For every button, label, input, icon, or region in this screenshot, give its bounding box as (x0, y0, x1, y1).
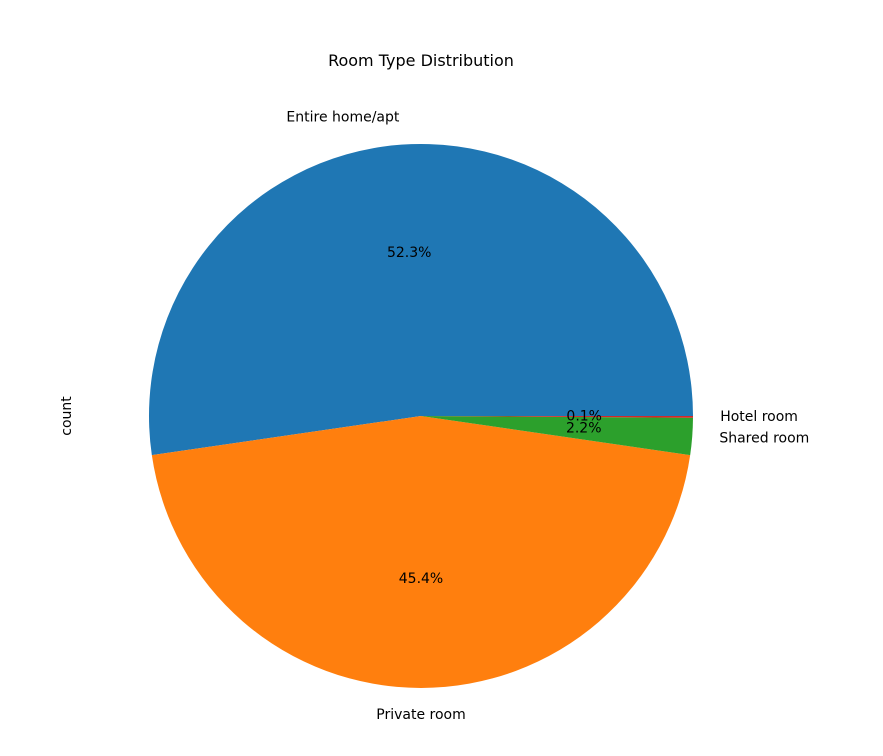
pie-slice-private-room (152, 416, 690, 688)
slice-name-shared-room: Shared room (719, 431, 809, 447)
pct-label-hotel-room: 0.1% (566, 409, 602, 425)
chart-title: Room Type Distribution (328, 51, 514, 70)
pie-slices (149, 144, 693, 688)
y-axis-label: count (59, 396, 75, 436)
pie-slice-entire-home-apt (149, 144, 693, 455)
slice-name-private-room: Private room (376, 707, 465, 723)
slice-name-entire-home-apt: Entire home/apt (286, 110, 399, 126)
pct-label-private-room: 45.4% (399, 571, 443, 587)
pct-label-entire-home-apt: 52.3% (387, 245, 431, 261)
slice-name-hotel-room: Hotel room (720, 409, 798, 425)
